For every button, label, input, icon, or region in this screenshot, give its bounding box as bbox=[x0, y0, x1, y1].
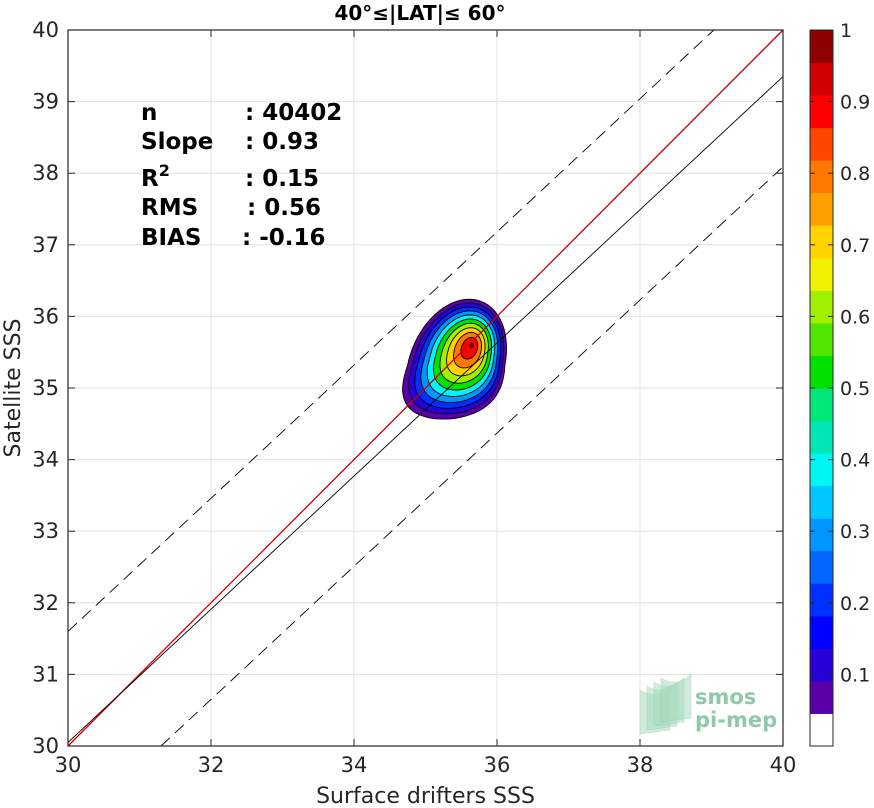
colorbar-segment bbox=[810, 257, 833, 291]
reference-lines bbox=[67, 29, 784, 747]
colorbar-segment bbox=[810, 648, 833, 682]
colorbar-tick-label: 0.9 bbox=[840, 92, 870, 114]
colorbar-tick-label: 0.1 bbox=[840, 664, 870, 686]
stat-label: R2 bbox=[141, 161, 170, 192]
colorbar-tick-label: 0.3 bbox=[840, 521, 870, 543]
x-tick-label: 36 bbox=[484, 753, 511, 777]
colorbar-segment bbox=[810, 95, 833, 129]
regression-line bbox=[67, 76, 784, 743]
colorbar-segment bbox=[810, 420, 833, 454]
x-tick-label: 40 bbox=[770, 753, 797, 777]
y-axis-label: Satellite SSS bbox=[1, 319, 26, 458]
colorbar-segment bbox=[810, 192, 833, 226]
colorbar-segment bbox=[810, 615, 833, 649]
y-tick-label: 35 bbox=[32, 376, 59, 400]
colorbar-segment bbox=[810, 322, 833, 356]
logo-text-smos: smos bbox=[695, 685, 756, 709]
colorbar-segment bbox=[810, 713, 833, 747]
colorbar-segment bbox=[810, 290, 833, 324]
stat-value: : 0.56 bbox=[247, 195, 321, 221]
logo-text-pi-mep: pi-mep bbox=[695, 708, 777, 732]
y-tick-label: 36 bbox=[32, 304, 59, 328]
colorbar-tick-label: 0.7 bbox=[840, 235, 870, 257]
colorbar-tick-label: 1 bbox=[840, 20, 852, 42]
stat-label: n bbox=[141, 100, 157, 126]
stat-label: BIAS bbox=[141, 225, 201, 251]
x-axis-label: Surface drifters SSS bbox=[316, 784, 535, 808]
colorbar-segment bbox=[810, 453, 833, 487]
stat-superscript: 2 bbox=[159, 161, 170, 180]
density-contours bbox=[402, 298, 507, 420]
colorbar-segment bbox=[810, 518, 833, 552]
colorbar-segment bbox=[810, 225, 833, 259]
y-tick-label: 40 bbox=[32, 18, 59, 42]
colorbar-segment bbox=[810, 485, 833, 519]
colorbar-segment bbox=[810, 127, 833, 161]
colorbar-tick-label: 0.8 bbox=[840, 163, 870, 185]
y-tick-label: 38 bbox=[32, 161, 59, 185]
colorbar-segment bbox=[810, 355, 833, 389]
colorbar-segment bbox=[810, 680, 833, 714]
stat-label: RMS bbox=[141, 195, 198, 221]
stat-value: : -0.16 bbox=[242, 225, 326, 251]
colorbar-segment bbox=[810, 160, 833, 194]
y-tick-label: 34 bbox=[32, 448, 59, 472]
colorbar: 0.1 0.2 0.3 0.4 0.5 0.6 0.7 0.8 0.9 1 bbox=[809, 20, 870, 747]
y-tick-label: 31 bbox=[32, 662, 59, 686]
lower-bound-line bbox=[160, 166, 784, 747]
y-axis-ticks: 30 31 32 33 34 35 36 37 38 39 40 bbox=[32, 18, 783, 758]
chart-title: 40°≤|LAT|≤ 60° bbox=[334, 1, 505, 25]
x-axis-ticks: 30 32 34 36 38 40 bbox=[55, 30, 797, 777]
colorbar-segment bbox=[810, 388, 833, 422]
y-tick-label: 39 bbox=[32, 90, 59, 114]
x-tick-label: 30 bbox=[55, 753, 82, 777]
y-tick-label: 30 bbox=[32, 734, 59, 758]
colorbar-tick-label: 0.4 bbox=[840, 450, 870, 472]
identity-line bbox=[67, 29, 784, 747]
statistics-box: n : 40402 Slope : 0.93 R2 : 0.15 RMS : 0.56 BIAS… bbox=[141, 100, 342, 251]
x-tick-label: 34 bbox=[341, 753, 368, 777]
x-tick-label: 32 bbox=[198, 753, 225, 777]
colorbar-segment bbox=[810, 30, 833, 64]
stat-value: : 0.15 bbox=[245, 166, 319, 192]
colorbar-segment bbox=[810, 62, 833, 96]
colorbar-tick-label: 0.6 bbox=[840, 306, 870, 328]
stat-value: : 40402 bbox=[245, 100, 342, 126]
logo-wave-mark bbox=[660, 673, 692, 723]
y-tick-label: 32 bbox=[32, 591, 59, 615]
x-tick-label: 38 bbox=[627, 753, 654, 777]
colorbar-tick-label: 0.2 bbox=[840, 593, 870, 615]
stat-value: : 0.93 bbox=[245, 129, 319, 155]
contour-level bbox=[469, 343, 474, 349]
colorbar-segment bbox=[810, 550, 833, 584]
colorbar-tick-label: 0.5 bbox=[840, 378, 870, 400]
colorbar-segment bbox=[810, 583, 833, 617]
y-tick-label: 33 bbox=[32, 519, 59, 543]
stat-label: Slope bbox=[141, 129, 213, 155]
y-tick-label: 37 bbox=[32, 233, 59, 257]
upper-bound-line bbox=[67, 29, 715, 632]
